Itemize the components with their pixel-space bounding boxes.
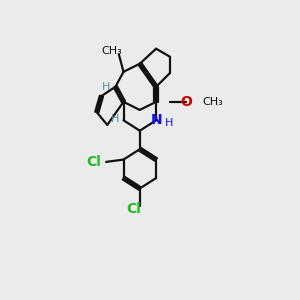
Text: CH₃: CH₃ <box>101 46 122 56</box>
Text: Cl: Cl <box>86 155 101 169</box>
Text: Cl: Cl <box>127 202 141 216</box>
Text: H: H <box>111 114 120 124</box>
Text: O: O <box>180 95 192 109</box>
Text: CH₃: CH₃ <box>202 97 223 107</box>
Text: H: H <box>102 82 110 92</box>
Text: N: N <box>150 113 162 127</box>
Text: H: H <box>165 118 173 128</box>
